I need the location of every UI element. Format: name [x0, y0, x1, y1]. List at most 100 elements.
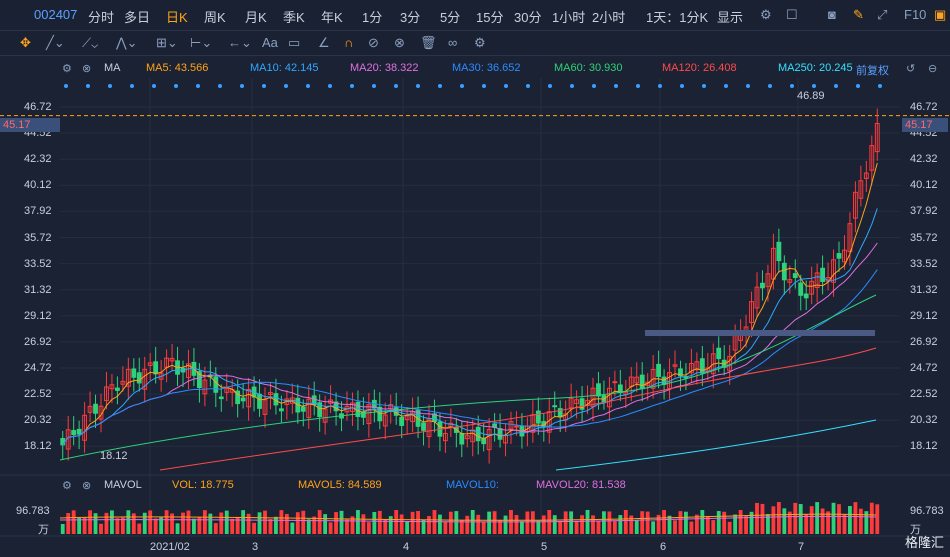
volume-bar [77, 518, 82, 534]
link-icon[interactable]: ∞ [448, 35, 458, 50]
signal-dot [592, 84, 596, 88]
chart-settings-icon[interactable]: ⚙ [474, 35, 486, 50]
candle-body [874, 122, 880, 153]
range-icon[interactable]: ⊞⌄ [156, 35, 178, 50]
fullscreen-icon[interactable]: ⤢ [877, 7, 888, 22]
camera-icon[interactable]: ◙ [828, 7, 836, 22]
candle-body [464, 435, 470, 440]
candle-body [497, 428, 503, 440]
volume-bar [170, 513, 174, 534]
ma20-value: MA20: 38.322 [350, 62, 419, 74]
volume-bar [700, 510, 705, 534]
volume-bar [153, 518, 158, 534]
signal-dot [570, 84, 574, 88]
trend-icon[interactable]: ⟋⌄ [82, 35, 99, 50]
tab-yearly-k[interactable]: 年K [321, 10, 343, 25]
candle-body [114, 387, 120, 391]
close-icon[interactable]: ⊗ [82, 480, 92, 492]
price-tick-label: 33.52 [24, 257, 52, 270]
volume-bar [197, 517, 202, 534]
candle-body [656, 363, 662, 377]
candle-body [809, 280, 815, 295]
close-icon[interactable]: ⊗ [82, 63, 92, 75]
tab-multiday[interactable]: 多日 [124, 10, 151, 25]
signal-dot [812, 84, 816, 88]
candle-body [350, 402, 355, 412]
ruler-icon[interactable]: ∠ [318, 35, 330, 50]
display-dropdown[interactable]: 显示 [717, 10, 744, 25]
mavol20-value: MAVOL20: 81.538 [536, 479, 626, 491]
settings-icon[interactable]: ⚙ [760, 7, 772, 22]
tab-15min[interactable]: 15分 [476, 10, 504, 25]
undo-icon[interactable]: ↺ [906, 63, 916, 75]
volume-bar [487, 511, 492, 534]
tab-weekly-k[interactable]: 周K [204, 10, 226, 25]
volume-bar [438, 514, 442, 534]
signal-dot [658, 84, 662, 88]
lock-icon[interactable]: ⊘ [368, 35, 379, 50]
panel-icon[interactable]: ▣ [934, 7, 947, 22]
signal-dot [790, 84, 794, 88]
zigzag-icon[interactable]: ⋀⌄ [116, 35, 138, 50]
stock-code[interactable]: 002407 [34, 7, 78, 22]
signal-dot [768, 84, 772, 88]
checkbox-icon[interactable]: ☐ [786, 7, 798, 22]
signal-dot [218, 84, 222, 88]
period-dropdown[interactable]: 1天：1分K [646, 10, 709, 25]
text-icon[interactable]: Aa [262, 35, 278, 50]
settings-icon[interactable]: ⚙ [62, 480, 72, 492]
move-icon[interactable]: ✥ [20, 35, 31, 50]
magnet-icon[interactable]: ∩ [344, 35, 354, 50]
volume-bar [673, 520, 677, 534]
signal-dot [702, 84, 706, 88]
tab-intraday[interactable]: 分时 [88, 10, 115, 25]
tab-2hour[interactable]: 2小时 [592, 10, 626, 25]
tab-30min[interactable]: 30分 [514, 10, 542, 25]
volume-bar [563, 511, 568, 534]
volume-bar [809, 506, 814, 534]
price-tick-label: 46.72 [910, 101, 938, 113]
vol-axis-unit: 万 [38, 524, 49, 536]
f10-button[interactable]: F10 [904, 7, 927, 22]
candle-body [196, 371, 202, 389]
volume-bar [66, 513, 71, 534]
ma10-value: MA10: 42.145 [250, 62, 319, 74]
trash-icon[interactable]: 🗑 [420, 35, 437, 50]
measure-icon[interactable]: ⊢⌄ [190, 35, 213, 50]
volume-bar [377, 510, 382, 534]
volume-bar [787, 511, 792, 534]
settings-icon[interactable]: ⚙ [62, 63, 72, 75]
candle-body [858, 180, 864, 199]
candle-body [842, 249, 847, 263]
signal-dot [526, 84, 530, 88]
candle-body [257, 393, 262, 409]
arrow-icon[interactable]: ←⌄ [228, 35, 252, 50]
tab-quarterly-k[interactable]: 季K [283, 10, 305, 25]
comment-icon[interactable]: ▭ [288, 35, 301, 50]
ma-label: MA [104, 62, 121, 74]
hide-icon[interactable]: ⊗ [394, 35, 405, 50]
tab-monthly-k[interactable]: 月K [245, 10, 267, 25]
minimize-icon[interactable]: ⊖ [928, 63, 938, 75]
x-label: 7 [798, 541, 805, 553]
price-tick-label: 35.72 [24, 231, 52, 244]
mavol5-value: MAVOL5: 84.589 [298, 479, 382, 491]
candle-body [120, 380, 126, 385]
tab-daily-k[interactable]: 日K [166, 10, 188, 25]
volume-bar [689, 521, 694, 534]
volume-bar [448, 511, 453, 534]
candle-body [852, 191, 858, 219]
low-price-label: 18.12 [100, 450, 128, 462]
pencil-icon[interactable]: ✎ [853, 7, 864, 22]
candle-body [787, 279, 793, 283]
tab-3min[interactable]: 3分 [400, 10, 421, 25]
volume-bar [257, 512, 262, 534]
tab-5min[interactable]: 5分 [440, 10, 461, 25]
x-label: 5 [541, 541, 548, 553]
adjust-toggle[interactable]: 前复权 [856, 65, 889, 77]
tab-1hour[interactable]: 1小时 [552, 10, 586, 25]
tab-1min[interactable]: 1分 [362, 10, 383, 25]
line-icon[interactable]: ╱⌄ [46, 35, 65, 50]
ma-line-120 [159, 347, 877, 471]
